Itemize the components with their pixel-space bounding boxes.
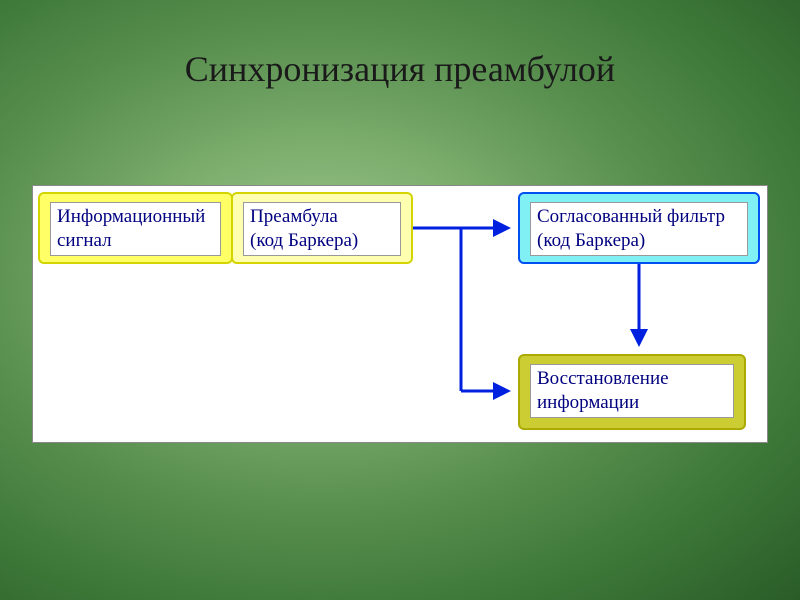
node-preamble: Преамбула (код Баркера) bbox=[231, 192, 413, 264]
label-line: сигнал bbox=[57, 230, 112, 251]
label-line: Согласованный фильтр bbox=[537, 206, 725, 227]
node-info-signal: Информационный сигнал bbox=[38, 192, 233, 264]
label-line: Преамбула bbox=[250, 206, 338, 227]
node-label: Информационный сигнал bbox=[50, 202, 221, 256]
node-label: Согласованный фильтр (код Баркера) bbox=[530, 202, 748, 256]
node-restore: Восстановление информации bbox=[518, 354, 746, 430]
label-line: информации bbox=[537, 392, 639, 413]
label-line: (код Баркера) bbox=[537, 230, 645, 251]
node-label: Преамбула (код Баркера) bbox=[243, 202, 401, 256]
label-line: Информационный bbox=[57, 206, 205, 227]
node-matched-filter: Согласованный фильтр (код Баркера) bbox=[518, 192, 760, 264]
node-label: Восстановление информации bbox=[530, 364, 734, 418]
label-line: Восстановление bbox=[537, 368, 669, 389]
label-line: (код Баркера) bbox=[250, 230, 358, 251]
slide-title: Синхронизация преамбулой bbox=[0, 48, 800, 90]
diagram-canvas: Информационный сигнал Преамбула (код Бар… bbox=[32, 185, 768, 443]
